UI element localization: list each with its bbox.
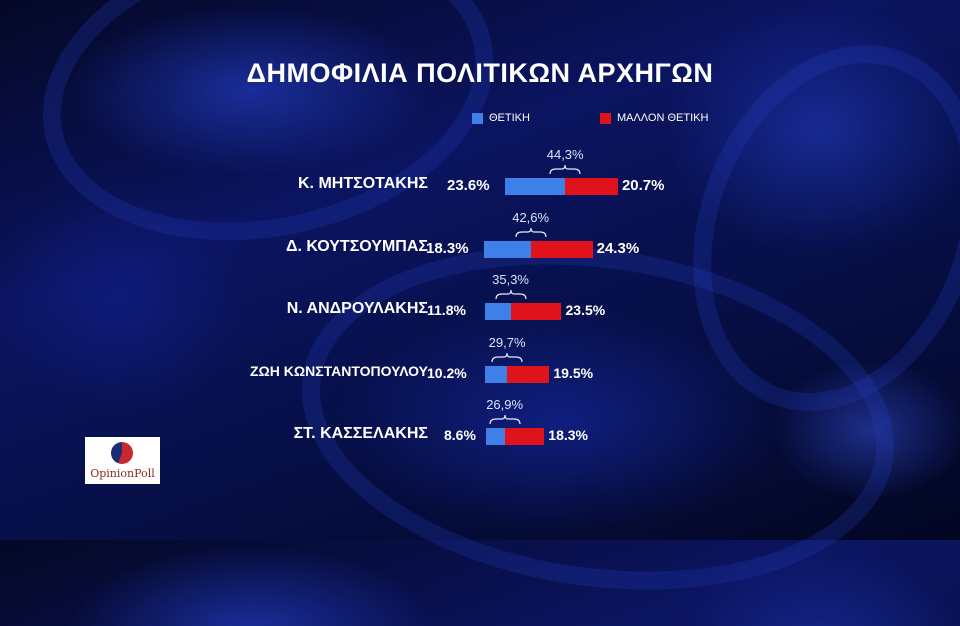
category-label: Κ. ΜΗΤΣΟΤΑΚΗΣ bbox=[298, 175, 428, 192]
value-label-rather-positive: 24.3% bbox=[596, 239, 640, 257]
legend-label-rather-positive: ΜΑΛΛΟΝ ΘΕΤΙΚΗ bbox=[616, 112, 709, 124]
value-label-rather-positive: 20.7% bbox=[621, 177, 665, 194]
total-label: 42,6% bbox=[512, 209, 550, 225]
bar-positive bbox=[484, 240, 531, 258]
value-label-rather-positive: 23.5% bbox=[565, 302, 606, 318]
total-label: 35,3% bbox=[492, 272, 529, 287]
bar-positive bbox=[486, 428, 505, 445]
total-label: 26,9% bbox=[486, 397, 524, 412]
value-label-rather-positive: 18.3% bbox=[548, 427, 588, 443]
category-label: ΣΤ. ΚΑΣΣΕΛΑΚΗΣ bbox=[293, 425, 428, 442]
value-label-positive: 18.3% bbox=[426, 239, 469, 257]
legend-label-positive: ΘΕΤΙΚΗ bbox=[489, 112, 530, 124]
bar-rather-positive bbox=[510, 303, 562, 320]
legend-item-positive: ΘΕΤΙΚΗ bbox=[472, 112, 530, 124]
total-bracket bbox=[491, 352, 523, 362]
chart-title: ΔΗΜΟΦΙΛΙΑ ΠΟΛΙΤΙΚΩΝ ΑΡΧΗΓΩΝ bbox=[246, 58, 714, 88]
value-label-positive: 11.8% bbox=[427, 302, 466, 318]
value-label-positive: 10.2% bbox=[427, 364, 467, 381]
legend-swatch-rather-positive bbox=[599, 112, 611, 124]
category-label: Δ. ΚΟΥΤΣΟΥΜΠΑΣ bbox=[286, 237, 428, 255]
bar-rather-positive bbox=[565, 178, 618, 195]
legend-swatch-positive bbox=[472, 112, 483, 124]
bar-positive bbox=[485, 365, 508, 383]
bar-positive bbox=[505, 178, 566, 195]
bar-rather-positive bbox=[507, 365, 550, 383]
bar-rather-positive bbox=[530, 240, 593, 258]
total-bracket bbox=[494, 290, 527, 300]
total-label: 29,7% bbox=[488, 334, 526, 350]
opinionpoll-logo: OpinionPoll bbox=[85, 437, 160, 484]
total-bracket bbox=[515, 227, 547, 237]
value-label-positive: 23.6% bbox=[447, 177, 490, 194]
bar-positive bbox=[485, 303, 511, 320]
logo-text: OpinionPoll bbox=[90, 467, 155, 480]
category-label: Ν. ΑΝΔΡΟΥΛΑΚΗΣ bbox=[286, 300, 428, 317]
legend: ΘΕΤΙΚΗ ΜΑΛΛΟΝ ΘΕΤΙΚΗ bbox=[472, 112, 778, 124]
category-label: ΖΩΗ ΚΩΝΣΤΑΝΤΟΠΟΥΛΟΥ bbox=[249, 362, 428, 379]
value-label-positive: 8.6% bbox=[444, 427, 476, 443]
total-label: 44,3% bbox=[546, 147, 584, 162]
logo-circle-icon bbox=[111, 442, 133, 464]
value-label-rather-positive: 19.5% bbox=[553, 364, 594, 381]
total-bracket bbox=[489, 415, 521, 425]
total-bracket bbox=[549, 165, 581, 175]
legend-item-rather-positive: ΜΑΛΛΟΝ ΘΕΤΙΚΗ bbox=[599, 112, 709, 124]
bar-rather-positive bbox=[504, 428, 545, 445]
